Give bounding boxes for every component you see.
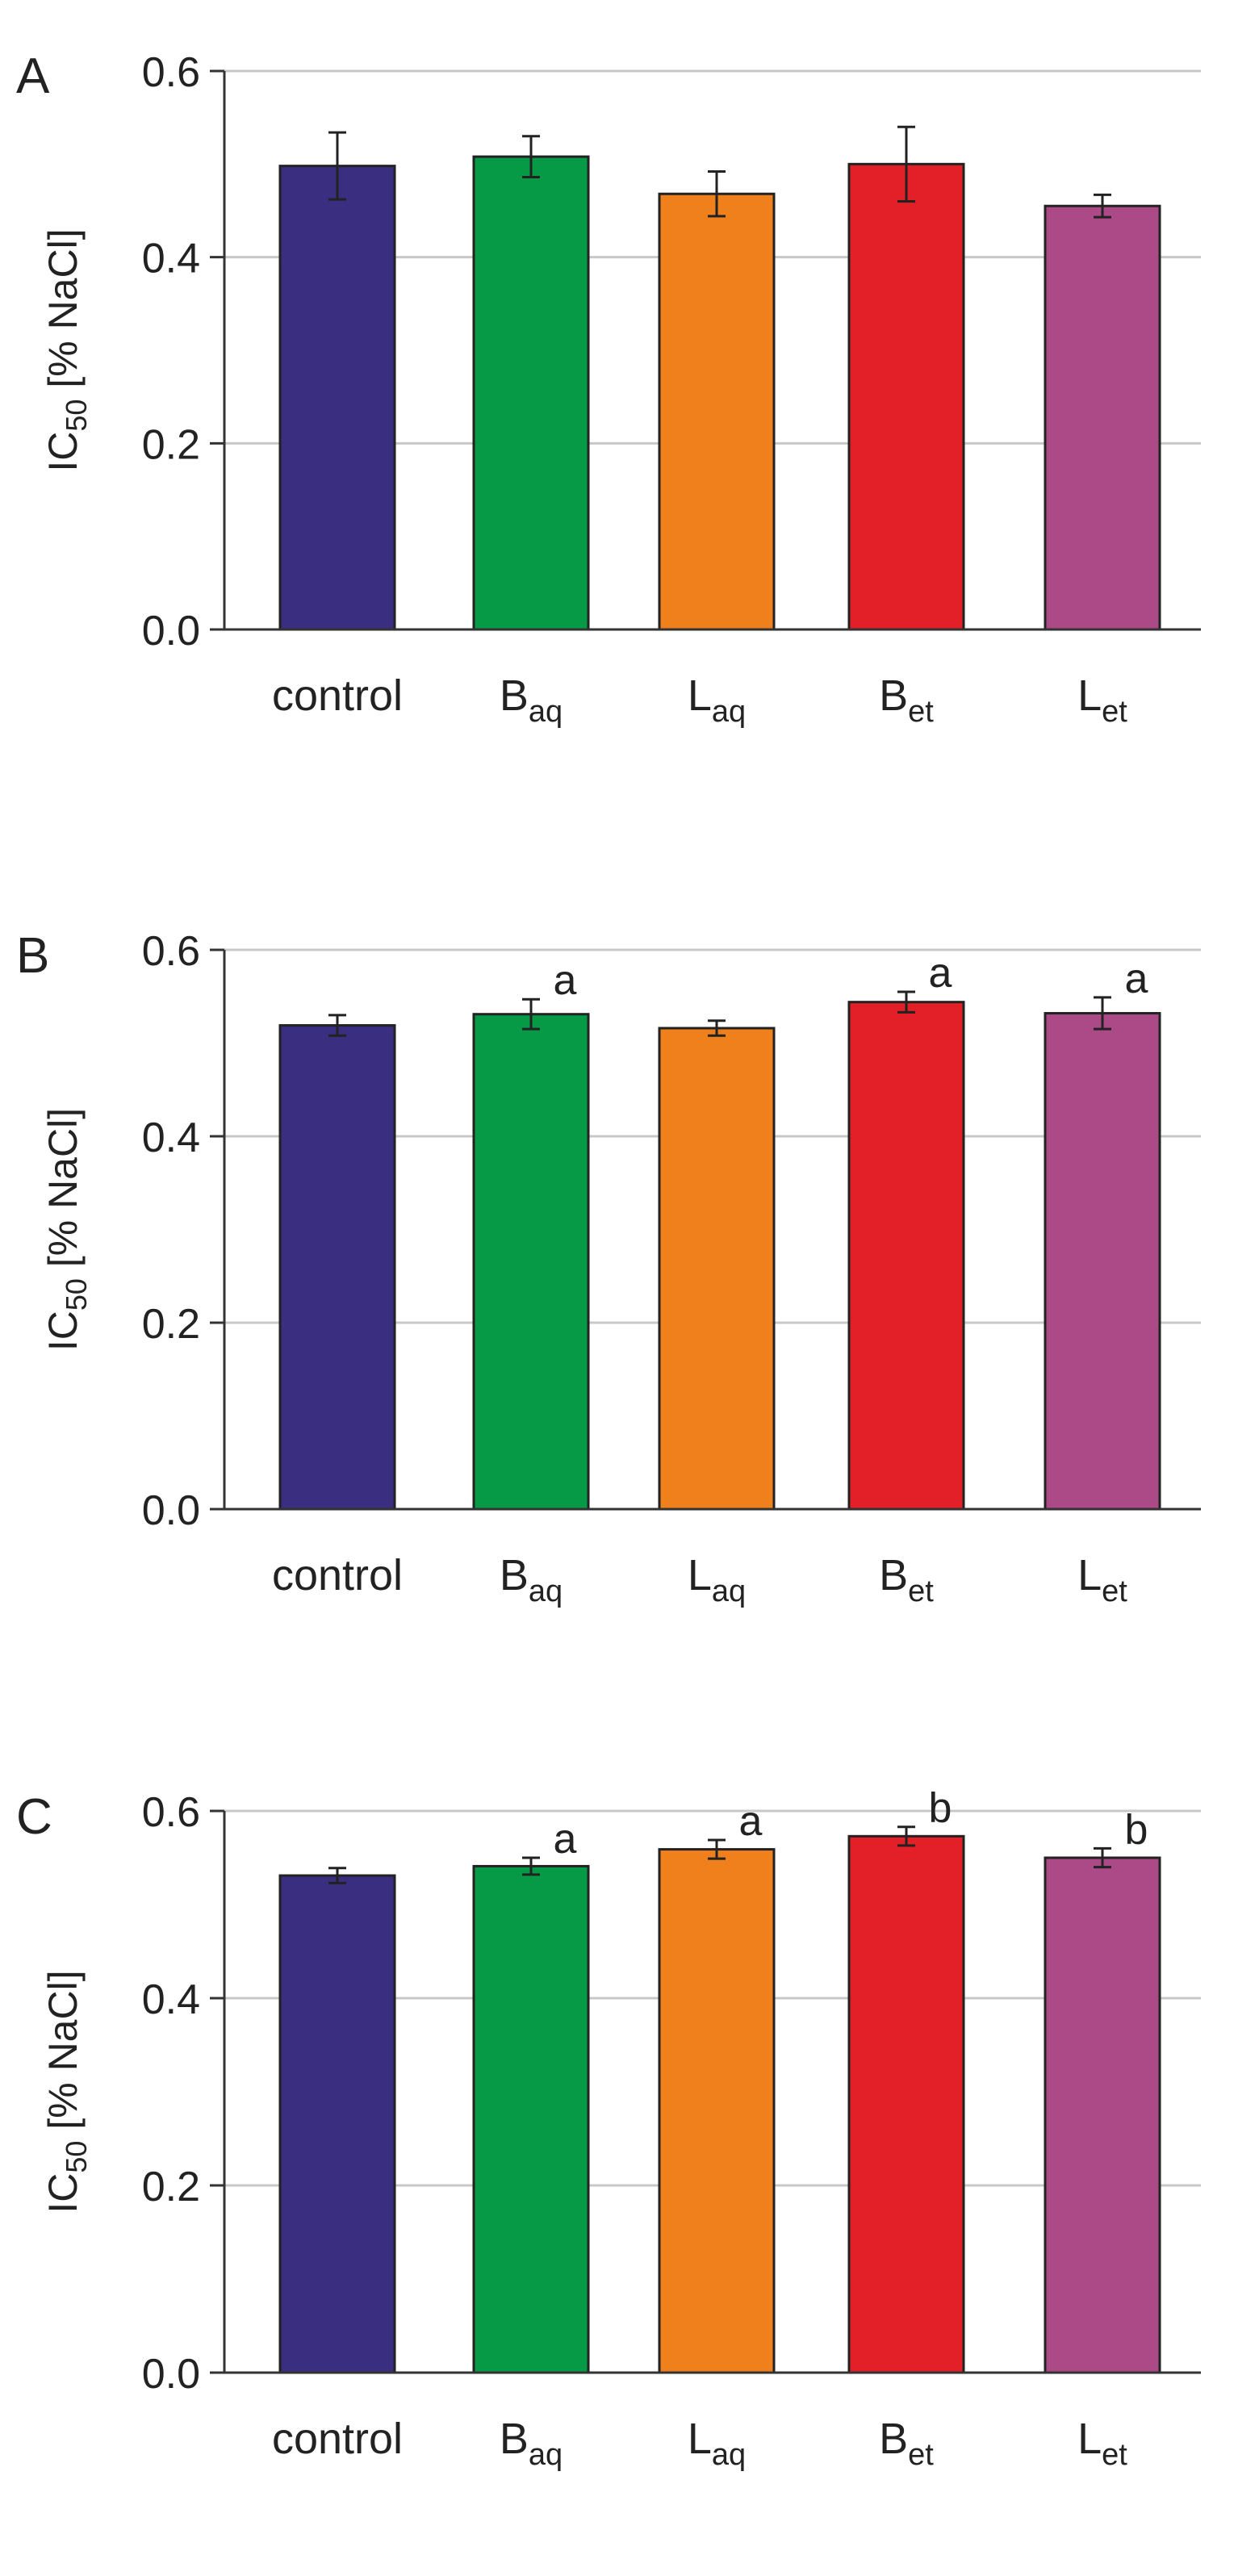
y-tick-label: 0.4 [142,1114,200,1161]
significance-label: a [739,1798,763,1845]
y-tick-label: 0.6 [142,1789,200,1836]
y-tick-label: 0.6 [142,928,200,975]
bar-l-aq [658,1848,776,2374]
bar-b-et [847,1001,965,1511]
y-tick-label: 0.4 [142,1976,200,2023]
x-tick-label: control [272,2415,403,2463]
y-axis-title: IC50 [% NaCl] [40,1970,93,2213]
bar-l-aq [658,1027,776,1511]
y-tick-label: 0.2 [142,1301,200,1348]
x-tick-label: Let [1077,671,1127,729]
x-tick-label: Let [1077,2415,1127,2472]
bar-l-et [1044,1012,1161,1511]
panel-label: A [16,48,50,104]
panel-label: C [16,1789,52,1845]
significance-label: a [1125,956,1148,1002]
significance-label: b [929,1785,952,1832]
y-tick-label: 0.2 [142,2164,200,2210]
chart-panel-a: A 0.0 0.2 0.4 0.6 IC50 [% NaCl] control Baq Laq B… [16,48,1201,729]
y-tick-label: 0.0 [142,1487,200,1534]
y-tick-label: 0.2 [142,421,200,468]
significance-label: a [554,957,577,1004]
x-tick-label: Baq [500,2415,563,2472]
panel-label: B [16,928,49,984]
bar-control [278,165,396,631]
x-tick-label: Baq [500,671,563,729]
bar-b-aq [472,1864,590,2374]
chart-panel-c: C 0.0 0.2 0.4 0.6 IC50 [% NaCl] control a Baq a La… [16,1785,1201,2472]
y-tick-label: 0.4 [142,236,200,282]
y-axis-title: IC50 [% NaCl] [40,228,93,471]
bar-l-et [1044,1856,1161,2374]
x-tick-label: Bet [879,671,934,729]
x-tick-label: control [272,1551,403,1600]
x-tick-label: Baq [500,1551,563,1608]
x-tick-label: control [272,671,403,720]
bar-control [278,1874,396,2374]
y-tick-label: 0.0 [142,608,200,654]
bar-control [278,1024,396,1511]
bar-b-aq [472,1013,590,1511]
x-tick-label: Let [1077,1551,1127,1608]
x-tick-label: Laq [688,2415,746,2472]
y-axis-title: IC50 [% NaCl] [40,1108,93,1351]
x-tick-label: Laq [688,1551,746,1608]
significance-label: a [929,950,952,997]
chart-panel-b: B 0.0 0.2 0.4 0.6 IC50 [% NaCl] control a Baq Laq… [16,928,1201,1608]
bar-b-et [847,162,965,631]
bar-l-aq [658,192,776,631]
significance-label: b [1125,1806,1148,1853]
bar-b-aq [472,155,590,631]
x-tick-label: Bet [879,2415,934,2472]
x-tick-label: Laq [688,671,746,729]
y-tick-label: 0.0 [142,2351,200,2398]
bar-b-et [847,1834,965,2374]
bar-l-et [1044,204,1161,631]
y-tick-label: 0.6 [142,49,200,96]
significance-label: a [554,1816,577,1863]
x-tick-label: Bet [879,1551,934,1608]
